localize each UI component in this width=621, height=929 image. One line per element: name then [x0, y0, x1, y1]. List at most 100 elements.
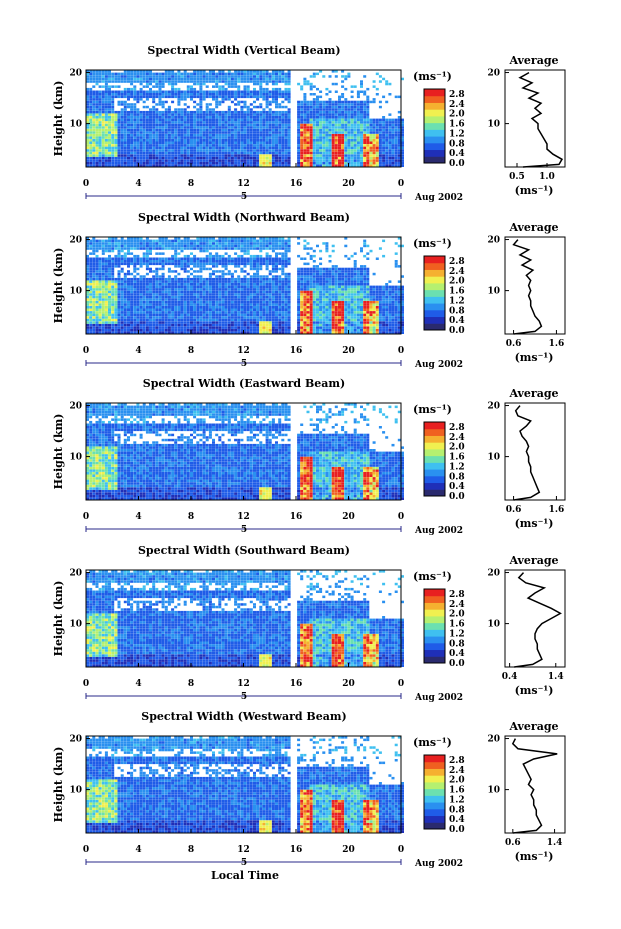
heatmap-cell [111, 295, 115, 299]
heatmap-cell [114, 244, 118, 248]
heatmap-cell [133, 257, 137, 260]
heatmap-cell [111, 265, 115, 268]
heatmap-cell [174, 95, 178, 99]
heatmap-cell [142, 116, 146, 119]
heatmap-cell [171, 321, 175, 324]
heatmap-cell [177, 242, 181, 245]
heatmap-cell [86, 151, 89, 155]
heatmap-cell [275, 123, 278, 127]
heatmap-cell [108, 154, 111, 157]
heatmap-cell [240, 313, 244, 317]
heatmap-cell [287, 110, 291, 114]
heatmap-cell [167, 267, 171, 271]
heatmap-cell [208, 128, 212, 132]
heatmap-cell [183, 164, 187, 167]
heatmap-cell [303, 108, 307, 111]
heatmap-cell [312, 72, 316, 76]
heatmap-cell [111, 139, 115, 142]
heatmap-cell [199, 247, 203, 250]
heatmap-cell [341, 105, 345, 109]
heatmap-cell [297, 154, 301, 157]
heatmap-cell [161, 123, 165, 127]
heatmap-cell [180, 77, 184, 81]
heatmap-cell [133, 267, 137, 271]
heatmap-cell [227, 323, 231, 327]
heatmap-cell [196, 139, 200, 142]
heatmap-cell [350, 128, 354, 132]
heatmap-cell [174, 159, 178, 162]
heatmap-cell [243, 331, 247, 334]
heatmap-cell [234, 293, 238, 296]
heatmap-cell [344, 161, 348, 165]
heatmap-cell [114, 280, 118, 283]
heatmap-cell [230, 141, 234, 144]
heatmap-cell [183, 131, 187, 134]
heatmap-cell [224, 272, 228, 276]
heatmap-cell [338, 149, 341, 152]
heatmap-cell [353, 139, 357, 142]
heatmap-cell [375, 87, 379, 91]
heatmap-cell [249, 93, 253, 96]
heatmap-cell [111, 331, 115, 334]
heatmap-cell [127, 70, 130, 73]
heatmap-cell [372, 156, 376, 160]
heatmap-cell [259, 75, 263, 78]
heatmap-cell [158, 113, 162, 116]
heatmap-cell [218, 164, 222, 167]
heatmap-cell [123, 308, 127, 311]
heatmap-cell [177, 331, 181, 334]
heatmap-cell [133, 247, 137, 250]
heatmap-cell [133, 311, 137, 314]
heatmap-cell [309, 85, 313, 88]
heatmap-cell [196, 321, 200, 324]
heatmap-cell [227, 270, 231, 273]
heatmap-cell [171, 293, 175, 296]
heatmap-cell [104, 149, 108, 152]
heatmap-cell [104, 80, 108, 83]
heatmap-cell [360, 133, 363, 137]
heatmap-cell [334, 75, 338, 78]
heatmap-cell [202, 156, 206, 160]
heatmap-cell [363, 154, 367, 157]
heatmap-cell [130, 154, 134, 157]
heatmap-cell [139, 98, 143, 101]
heatmap-cell [341, 80, 345, 83]
heatmap-cell [142, 136, 146, 139]
heatmap-cell [344, 136, 348, 139]
heatmap-cell [108, 75, 111, 78]
heatmap-cell [271, 141, 275, 144]
heatmap-cell [190, 133, 193, 137]
heatmap-cell [92, 249, 96, 253]
heatmap-cell [275, 141, 278, 144]
heatmap-cell [164, 239, 168, 243]
heatmap-cell [397, 136, 401, 139]
heatmap-cell [136, 118, 140, 122]
heatmap-cell [127, 285, 130, 289]
heatmap-cell [205, 285, 209, 289]
heatmap-cell [177, 237, 181, 240]
heatmap-cell [145, 237, 149, 240]
heatmap-cell [174, 270, 178, 273]
heatmap-cell [136, 285, 140, 289]
heatmap-cell [108, 123, 111, 127]
heatmap-cell [212, 75, 215, 78]
heatmap-cell [375, 133, 379, 137]
heatmap-cell [133, 288, 137, 291]
heatmap-cell [249, 316, 253, 319]
heatmap-cell [98, 70, 102, 73]
heatmap-cell [193, 149, 197, 152]
heatmap-cell [265, 105, 269, 109]
heatmap-cell [89, 98, 93, 101]
heatmap-cell [391, 133, 395, 137]
heatmap-cell [243, 75, 247, 78]
heatmap-cell [375, 141, 379, 144]
heatmap-cell [177, 265, 181, 268]
heatmap-cell [120, 239, 124, 243]
heatmap-cell [215, 159, 219, 162]
heatmap-cell [212, 154, 215, 157]
heatmap-cell [196, 303, 200, 306]
heatmap-cell [237, 149, 241, 152]
heatmap-cell [86, 95, 89, 99]
heatmap-cell [372, 100, 376, 104]
heatmap-cell [92, 257, 96, 260]
